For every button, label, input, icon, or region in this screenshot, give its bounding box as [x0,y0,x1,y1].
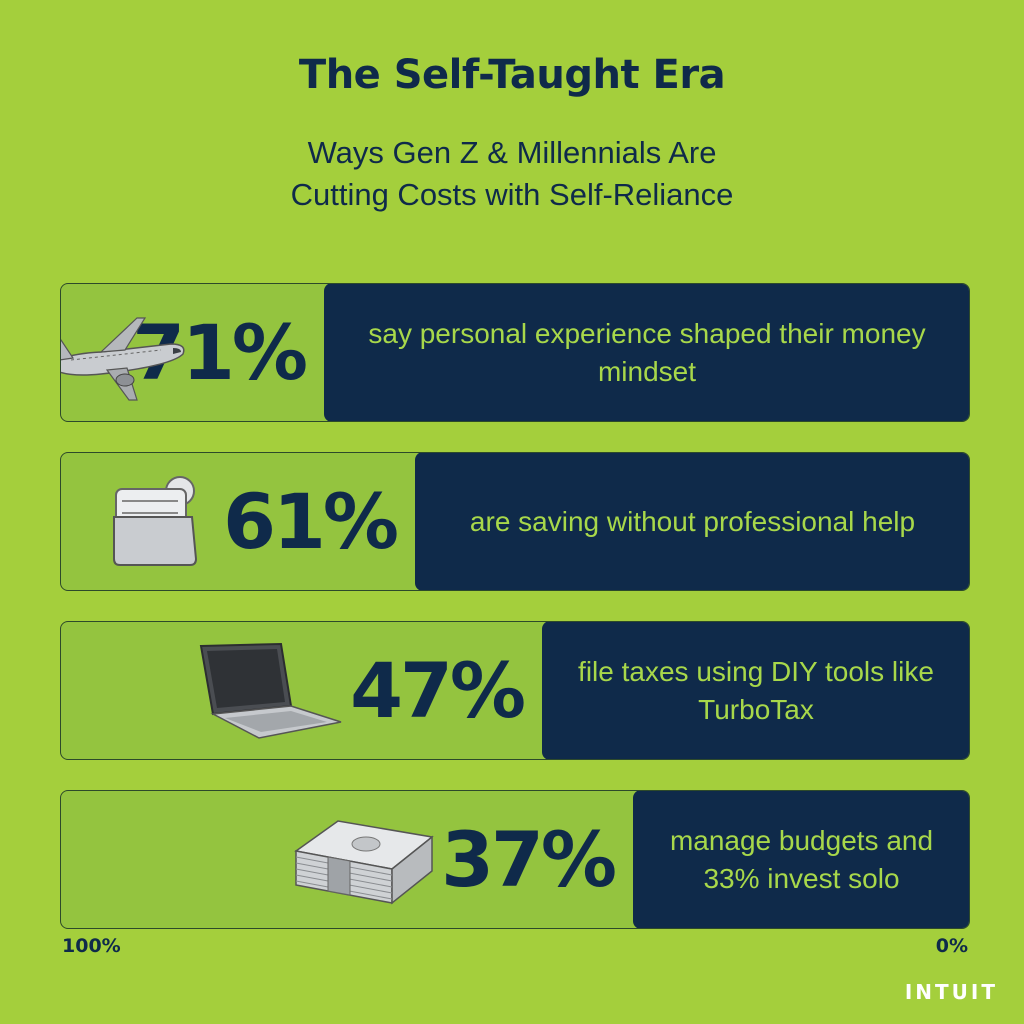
bar-category-label: are saving without professional help [469,505,916,537]
bar-row: file taxes using DIY tools like TurboTax… [60,621,970,760]
bar: are saving without professional help [415,453,969,590]
axis-label-left: 100% [62,935,121,957]
bar-row: manage budgets and 33% invest solo 37% [60,790,970,929]
page-subtitle: Ways Gen Z & Millennials Are Cutting Cos… [0,132,1024,216]
bar-value-label: 61% [223,477,399,566]
bar-row: are saving without professional help 61% [60,452,970,591]
bar-category-label: say personal experience shaped their mon… [368,317,926,387]
money-stack-icon [286,811,436,915]
bar-chart: say personal experience shaped their mon… [60,283,970,929]
bar: say personal experience shaped their mon… [324,284,969,421]
subtitle-line-2: Cutting Costs with Self-Reliance [290,177,734,212]
bar-category-label: manage budgets and 33% invest solo [669,824,934,894]
subtitle-line-1: Ways Gen Z & Millennials Are [307,135,717,170]
airplane-icon [61,304,191,408]
laptop-icon [195,642,345,746]
intuit-logo: INTUIT [904,980,998,1004]
bar: manage budgets and 33% invest solo [633,791,969,928]
axis-label-right: 0% [935,935,968,957]
bar-value-label: 47% [350,646,526,735]
bar-row: say personal experience shaped their mon… [60,283,970,422]
bar-value-label: 37% [441,815,617,904]
bar-category-label: file taxes using DIY tools like TurboTax [578,655,934,725]
page-title: The Self-Taught Era [298,52,726,98]
wallet-icon [108,473,218,577]
bar: file taxes using DIY tools like TurboTax [542,622,969,759]
